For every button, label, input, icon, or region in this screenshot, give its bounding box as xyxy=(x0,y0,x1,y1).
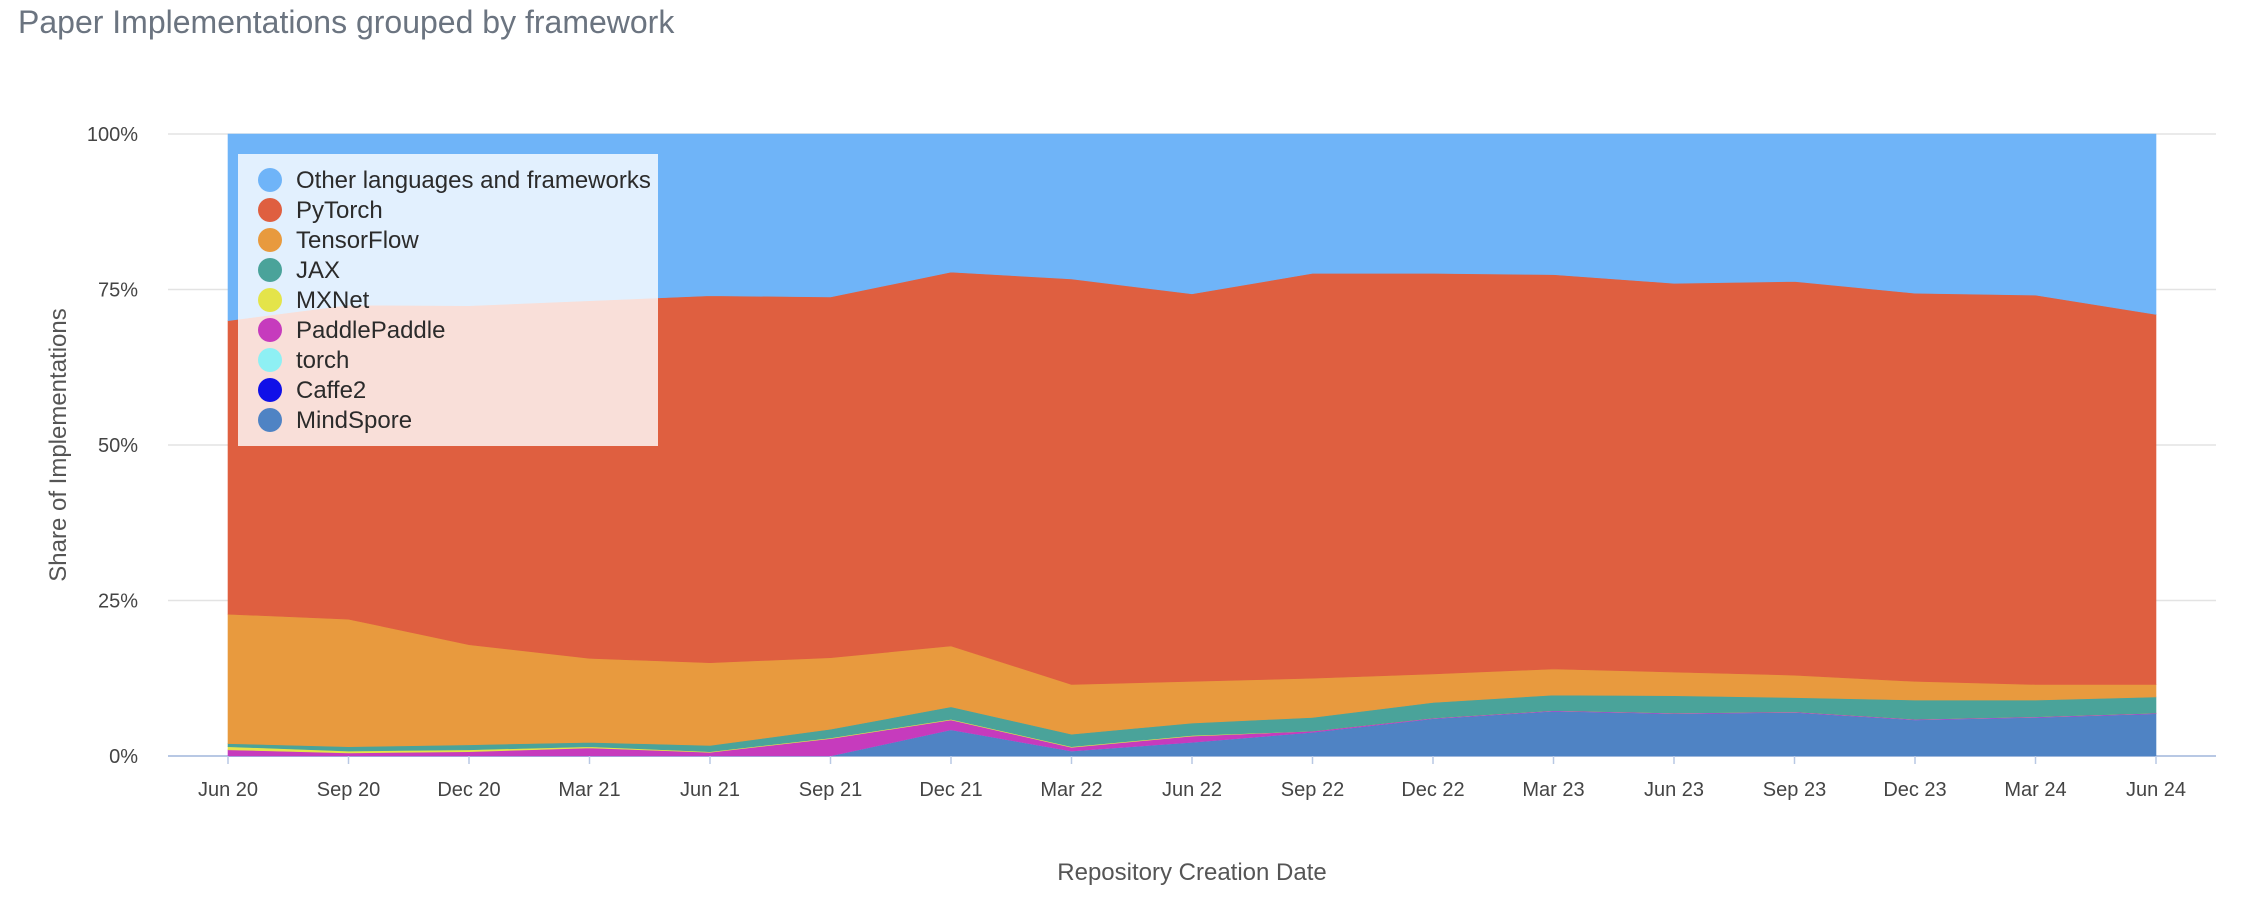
legend-item[interactable]: MindSpore xyxy=(296,407,412,434)
chart-title: Paper Implementations grouped by framewo… xyxy=(18,4,675,40)
x-tick-label: Jun 20 xyxy=(198,779,258,801)
x-axis-title: Repository Creation Date xyxy=(1057,859,1326,886)
x-tick-label: Dec 20 xyxy=(437,779,500,801)
legend-swatch xyxy=(258,168,282,192)
x-tick-label: Sep 20 xyxy=(317,779,380,801)
x-tick-label: Sep 23 xyxy=(1763,779,1826,801)
x-tick-label: Dec 21 xyxy=(919,779,982,801)
y-tick-label: 0% xyxy=(109,746,138,768)
x-tick-label: Jun 22 xyxy=(1162,779,1222,801)
legend-swatch xyxy=(258,228,282,252)
legend-item[interactable]: MXNet xyxy=(296,287,370,314)
legend-swatch xyxy=(258,408,282,432)
legend-item[interactable]: PaddlePaddle xyxy=(296,317,445,344)
y-tick-label: 100% xyxy=(87,124,138,146)
x-tick-label: Mar 24 xyxy=(2004,779,2066,801)
legend-swatch xyxy=(258,258,282,282)
legend-swatch xyxy=(258,288,282,312)
legend-item[interactable]: PyTorch xyxy=(296,197,383,224)
legend-item[interactable]: Other languages and frameworks xyxy=(296,167,651,194)
y-tick-label: 75% xyxy=(98,280,138,302)
x-tick-label: Mar 22 xyxy=(1040,779,1102,801)
legend-item[interactable]: TensorFlow xyxy=(296,227,419,254)
x-tick-label: Dec 23 xyxy=(1883,779,1946,801)
legend-item[interactable]: JAX xyxy=(296,257,340,284)
x-tick-label: Jun 23 xyxy=(1644,779,1704,801)
x-tick-label: Dec 22 xyxy=(1401,779,1464,801)
x-tick-label: Jun 21 xyxy=(680,779,740,801)
x-tick-label: Jun 24 xyxy=(2126,779,2186,801)
legend-box xyxy=(238,154,658,446)
y-axis-title: Share of Implementations xyxy=(45,308,72,581)
x-tick-label: Mar 21 xyxy=(558,779,620,801)
legend-item[interactable]: Caffe2 xyxy=(296,377,366,404)
legend-swatch xyxy=(258,318,282,342)
x-tick-label: Mar 23 xyxy=(1522,779,1584,801)
legend-swatch xyxy=(258,348,282,372)
legend-item[interactable]: torch xyxy=(296,347,349,374)
legend-swatch xyxy=(258,198,282,222)
area-series-other-languages-and-frameworks[interactable] xyxy=(227,133,2157,321)
y-tick-label: 25% xyxy=(98,591,138,613)
x-tick-label: Sep 21 xyxy=(799,779,862,801)
x-tick-label: Sep 22 xyxy=(1281,779,1344,801)
legend-swatch xyxy=(258,378,282,402)
y-tick-label: 50% xyxy=(98,435,138,457)
